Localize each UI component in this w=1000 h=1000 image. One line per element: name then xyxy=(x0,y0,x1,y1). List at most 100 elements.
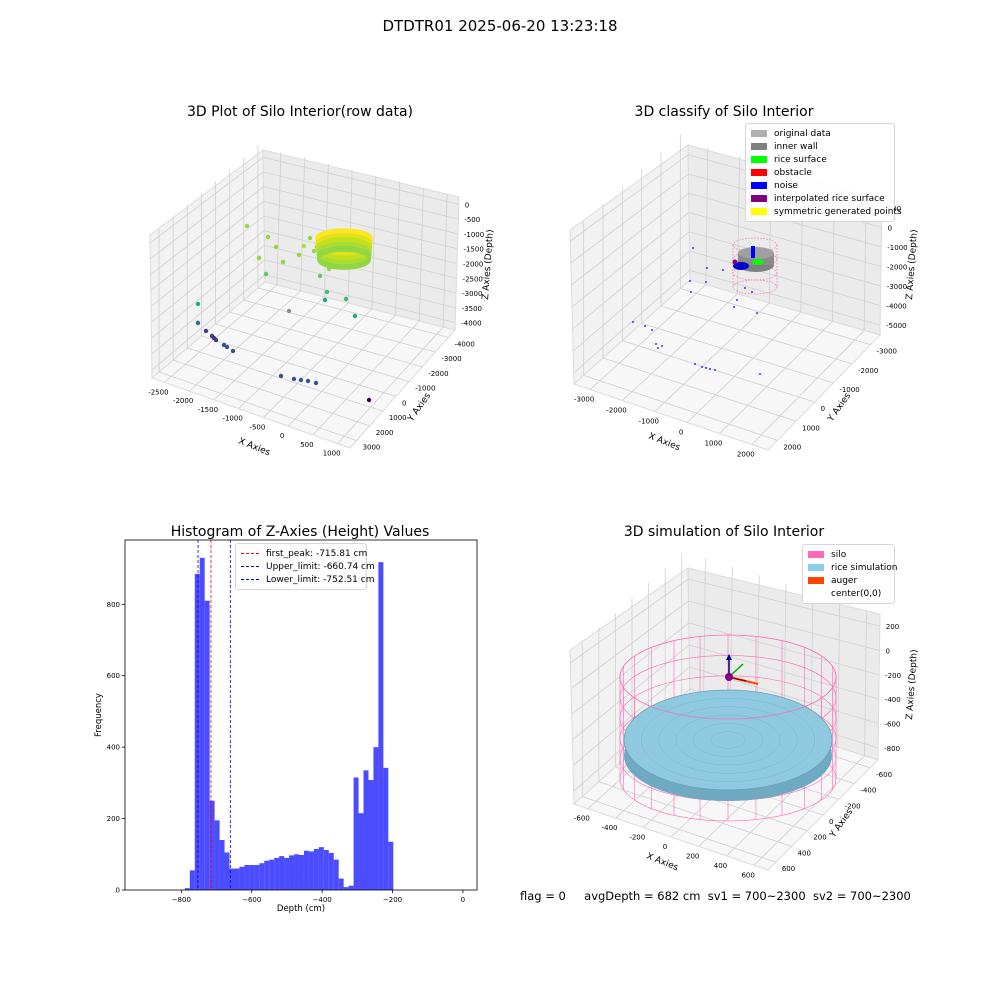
histogram-bar xyxy=(214,820,220,890)
panel4-rice-mesh xyxy=(641,698,815,782)
p1-ytick-label: 0 xyxy=(402,399,406,407)
histogram-xtick-label: −400 xyxy=(313,896,332,904)
histogram-legend-line xyxy=(241,553,259,554)
histogram-xtick-label: −600 xyxy=(242,896,261,904)
histogram-bar xyxy=(274,857,280,890)
panel2-legend-label: inner wall xyxy=(774,141,818,152)
histogram-bar xyxy=(194,573,200,890)
p1-xtick-label: -1500 xyxy=(198,406,218,414)
histogram-bar xyxy=(323,850,329,890)
panel2-noise-point xyxy=(706,267,708,269)
histogram-ytick-label: 600 xyxy=(107,672,120,680)
histogram-bar xyxy=(234,868,240,890)
histogram-bar xyxy=(308,851,314,890)
panel1-data-point xyxy=(296,252,302,258)
p4-xtick-label: -200 xyxy=(629,834,645,842)
panel1-floor-pane xyxy=(151,281,456,449)
panel2-legend-item: original data xyxy=(751,127,889,140)
p1-ztick-label: -1500 xyxy=(463,246,483,254)
p1-ytick-label: -2000 xyxy=(428,370,448,378)
p1-ztick-label: -2500 xyxy=(463,275,483,283)
panel2-noise-point xyxy=(714,369,716,371)
panel1-data-point xyxy=(301,243,307,249)
panel2-noise-point xyxy=(657,347,659,349)
p4-ytick-label: -600 xyxy=(876,771,892,779)
panel1-data-point xyxy=(311,248,317,254)
p2-ztick-label: -5000 xyxy=(886,322,906,330)
histogram-ylabel: Frequency xyxy=(94,693,104,737)
panel2-legend-swatch xyxy=(751,195,767,202)
histogram-bar xyxy=(373,747,379,890)
p1-ztick-label: 0 xyxy=(465,201,469,209)
histogram-bar xyxy=(368,780,374,890)
panel2-noise-point xyxy=(722,269,724,271)
p1-xtick-label: -1000 xyxy=(222,415,242,423)
p4-ytick-label: 600 xyxy=(782,865,795,873)
p2-xtick-label: 0 xyxy=(679,429,683,437)
p1-xtick-label: -2500 xyxy=(148,388,168,396)
histogram-bar xyxy=(229,868,235,890)
p2-ytick-label: -1000 xyxy=(839,386,859,394)
p2-ztick-label: -1000 xyxy=(887,244,907,252)
status-flag: flag = 0 xyxy=(520,889,566,903)
panel2-noise-point xyxy=(705,281,707,283)
histogram-bar xyxy=(264,860,270,890)
histogram-legend-item: Lower_limit: -752.51 cm xyxy=(241,573,374,586)
panel1-data-point xyxy=(230,348,236,354)
status-sv1: sv1 = 700~2300 xyxy=(707,889,806,903)
p1-ytick-label: -4000 xyxy=(454,340,474,348)
panel2-legend: original data inner wall rice surface obsta… xyxy=(745,123,902,222)
p1-xtick-label: -500 xyxy=(249,423,265,431)
histogram-bar xyxy=(358,813,364,890)
p1-ytick-label: 2000 xyxy=(376,429,394,437)
histogram-bar xyxy=(184,888,190,890)
panel4-legend-label: rice simulation xyxy=(831,562,898,573)
histogram-bar xyxy=(363,770,369,890)
histogram-bar xyxy=(303,850,309,890)
p1-ztick-label: -3000 xyxy=(462,290,482,298)
p4-xtick-label: -400 xyxy=(602,824,618,832)
panel2-legend-item: inner wall xyxy=(751,140,889,153)
histogram-legend: first_peak: -715.81 cm Upper_limit: -660.… xyxy=(235,543,375,590)
histogram-bar xyxy=(209,800,215,890)
panel2-legend-item: interpolated rice surface xyxy=(751,192,889,205)
p4-ztick-label: 0 xyxy=(886,648,890,656)
histogram-plot-area xyxy=(125,540,477,890)
histogram-bar xyxy=(294,854,299,890)
panel2-noise-point xyxy=(736,299,738,301)
panel2-noise-cluster xyxy=(751,246,755,258)
panel4-legend-label: center(0,0) xyxy=(831,588,882,599)
p1-ztick-label: -500 xyxy=(464,216,480,224)
histogram-bar xyxy=(328,852,334,890)
panel4-zlabel: Z Axies (Depth) xyxy=(905,649,920,720)
p1-ytick-label: 1000 xyxy=(389,414,407,422)
panel2-noise-point xyxy=(756,312,758,314)
histogram-legend-label: first_peak: -715.81 cm xyxy=(266,548,368,559)
panel1-data-point xyxy=(263,271,269,277)
histogram-bar xyxy=(259,863,265,890)
panel4-rice-mesh xyxy=(693,723,763,757)
histogram-bar xyxy=(204,600,210,890)
panel2-noise-point xyxy=(655,343,657,345)
panel4-z-arrowhead xyxy=(726,654,732,660)
panel2-noise-cluster xyxy=(733,262,749,270)
panel4-legend-item: rice simulation xyxy=(808,561,897,574)
histogram-bar xyxy=(383,767,389,890)
panel4-silo-top xyxy=(619,634,837,720)
panel4-3d-plot: -600-400-20002004006006004002000-200-400… xyxy=(569,553,920,879)
panel2-legend-label: symmetric generated points xyxy=(774,206,902,217)
p2-xtick-label: -3000 xyxy=(574,396,594,404)
p2-ztick-label: -3000 xyxy=(887,283,907,291)
panel1-data-point xyxy=(322,297,328,303)
p4-ytick-label: 0 xyxy=(829,818,833,826)
panel1-data-point xyxy=(305,378,311,384)
histogram-bar xyxy=(313,848,319,890)
histogram-legend-label: Lower_limit: -752.51 cm xyxy=(266,574,375,585)
histogram-xlabel: Depth (cm) xyxy=(277,904,325,914)
histogram-bar xyxy=(348,885,354,890)
panel1-data-point xyxy=(224,344,230,350)
panel2-noise-point xyxy=(744,287,746,289)
panel2-legend-label: obstacle xyxy=(774,167,812,178)
panel1-data-point xyxy=(265,234,271,240)
